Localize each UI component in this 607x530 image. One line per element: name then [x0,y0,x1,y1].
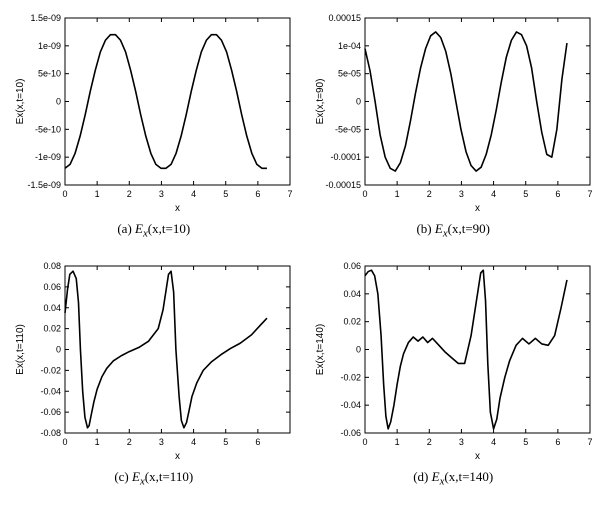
svg-text:-0.08: -0.08 [41,428,62,438]
svg-text:0: 0 [356,344,361,354]
svg-text:-0.06: -0.06 [340,428,361,438]
svg-text:0: 0 [56,97,61,107]
svg-text:1: 1 [95,437,100,447]
svg-text:1e-09: 1e-09 [38,41,61,51]
svg-text:0.08: 0.08 [44,261,62,271]
caption-d: (d) Ex(x,t=140) [413,469,493,488]
svg-text:7: 7 [587,189,592,199]
svg-text:0.02: 0.02 [44,323,62,333]
svg-text:1: 1 [394,437,399,447]
chart-a: 0 1 2 3 4 5 6 7 -1.5e-09 -1e-09 -5e-10 0 5e-10 1e-09 1… [11,10,296,215]
svg-text:-0.0001: -0.0001 [330,152,361,162]
svg-text:-0.06: -0.06 [41,407,62,417]
svg-text:1.5e-09: 1.5e-09 [31,13,62,23]
chart-d: 0 1 2 3 4 5 6 7 -0.06 -0.04 -0.02 0 0.02 0.04 0.06 x Ex(… [311,258,596,463]
svg-text:4: 4 [191,437,196,447]
svg-text:1: 1 [95,189,100,199]
svg-text:0.02: 0.02 [343,316,361,326]
svg-text:Ex(x,t=90): Ex(x,t=90) [315,79,326,125]
svg-text:-0.04: -0.04 [41,386,62,396]
svg-text:-1e-09: -1e-09 [35,152,61,162]
svg-text:3: 3 [459,189,464,199]
svg-text:Ex(x,t=110): Ex(x,t=110) [15,324,26,375]
svg-text:Ex(x,t=140): Ex(x,t=140) [315,323,326,374]
caption-c: (c) Ex(x,t=110) [114,469,193,488]
svg-text:7: 7 [587,437,592,447]
svg-text:0: 0 [362,437,367,447]
svg-text:5: 5 [523,437,528,447]
svg-text:x: x [175,451,180,462]
svg-text:0.04: 0.04 [44,302,62,312]
svg-text:x: x [475,451,480,462]
svg-text:2: 2 [427,437,432,447]
svg-text:-0.02: -0.02 [41,365,62,375]
svg-text:-0.02: -0.02 [340,372,361,382]
svg-text:x: x [175,203,180,214]
svg-text:6: 6 [555,437,560,447]
svg-text:3: 3 [459,437,464,447]
svg-text:0.06: 0.06 [44,281,62,291]
svg-text:2: 2 [127,189,132,199]
svg-text:-0.00015: -0.00015 [325,180,361,190]
svg-text:0: 0 [362,189,367,199]
caption-a: (a) Ex(x,t=10) [117,221,190,240]
panel-c: 0 1 2 3 4 5 6 -0.08 -0.06 -0.04 -0.02 0 0.02 0.04 0.06… [10,258,298,488]
panel-d: 0 1 2 3 4 5 6 7 -0.06 -0.04 -0.02 0 0.02 0.04 0.06 x Ex(… [310,258,598,488]
svg-text:0: 0 [63,189,68,199]
svg-text:6: 6 [555,189,560,199]
svg-text:5: 5 [523,189,528,199]
svg-text:-1.5e-09: -1.5e-09 [28,180,62,190]
panel-a: 0 1 2 3 4 5 6 7 -1.5e-09 -1e-09 -5e-10 0 5e-10 1e-09 1… [10,10,298,240]
svg-text:3: 3 [159,189,164,199]
svg-text:1: 1 [394,189,399,199]
svg-text:0.04: 0.04 [343,288,361,298]
svg-text:7: 7 [288,189,293,199]
caption-b: (b) Ex(x,t=90) [416,221,490,240]
svg-text:5: 5 [223,437,228,447]
chart-grid: 0 1 2 3 4 5 6 7 -1.5e-09 -1e-09 -5e-10 0 5e-10 1e-09 1… [10,10,597,487]
svg-text:4: 4 [191,189,196,199]
svg-text:1e-04: 1e-04 [338,41,361,51]
svg-text:2: 2 [127,437,132,447]
svg-text:0.06: 0.06 [343,261,361,271]
chart-b: 0 1 2 3 4 5 6 7 -0.00015 -0.0001 -5e-05 0 5e-05 1e-04… [311,10,596,215]
svg-text:Ex(x,t=10): Ex(x,t=10) [15,79,26,125]
svg-text:5e-05: 5e-05 [338,69,361,79]
svg-text:0: 0 [356,97,361,107]
svg-text:6: 6 [256,437,261,447]
panel-b: 0 1 2 3 4 5 6 7 -0.00015 -0.0001 -5e-05 0 5e-05 1e-04… [310,10,598,240]
svg-text:5: 5 [223,189,228,199]
svg-text:x: x [475,203,480,214]
svg-text:6: 6 [256,189,261,199]
svg-text:3: 3 [159,437,164,447]
svg-text:5e-10: 5e-10 [38,69,61,79]
svg-text:-0.04: -0.04 [340,400,361,410]
svg-text:4: 4 [491,189,496,199]
chart-c: 0 1 2 3 4 5 6 -0.08 -0.06 -0.04 -0.02 0 0.02 0.04 0.06… [11,258,296,463]
svg-text:-5e-10: -5e-10 [35,124,61,134]
svg-text:-5e-05: -5e-05 [335,124,361,134]
svg-text:0: 0 [56,344,61,354]
svg-text:0: 0 [63,437,68,447]
svg-text:2: 2 [427,189,432,199]
svg-text:4: 4 [491,437,496,447]
svg-text:0.00015: 0.00015 [328,13,361,23]
